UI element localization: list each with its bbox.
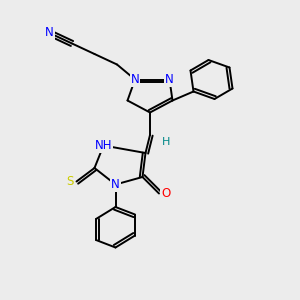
Text: NH: NH — [95, 139, 112, 152]
Text: O: O — [161, 187, 170, 200]
Text: N: N — [130, 73, 140, 86]
Text: N: N — [45, 26, 54, 40]
Text: N: N — [111, 178, 120, 191]
Text: H: H — [162, 136, 171, 147]
Text: S: S — [66, 175, 74, 188]
Text: N: N — [165, 73, 174, 86]
